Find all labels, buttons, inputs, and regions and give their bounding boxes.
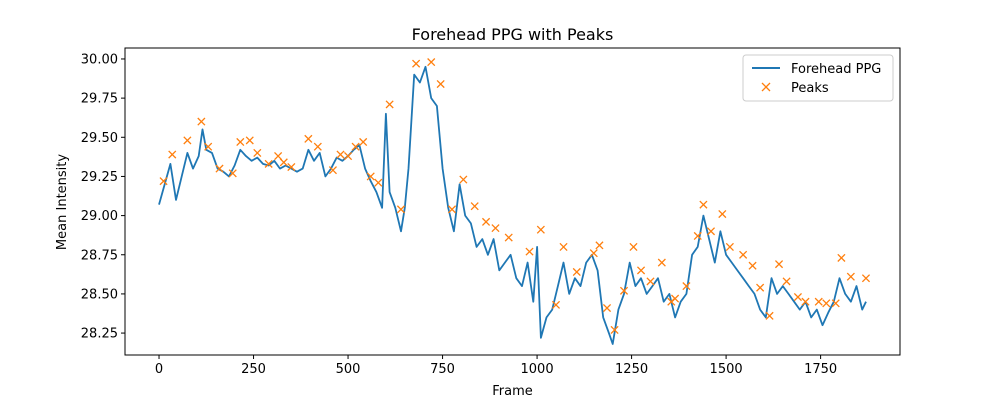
peak-marker [693,231,702,241]
plot-area [158,58,871,345]
series-line-forehead-ppg [158,65,867,345]
peak-marker [551,300,561,309]
peak-marker [264,159,273,168]
peak-marker [504,233,513,242]
y-tick-label: 28.75 [81,248,118,263]
y-tick-label: 29.75 [81,92,118,107]
x-tick-label: 0 [155,362,163,377]
x-tick-label: 1500 [710,362,743,377]
peak-marker [559,242,568,251]
peak-marker [436,79,445,89]
x-tick-label: 1000 [521,362,554,377]
peak-marker [706,227,716,236]
peak-marker [183,136,192,145]
peak-marker [748,261,757,270]
x-tick-label: 1750 [804,362,837,377]
peak-marker [831,299,840,308]
peak-marker [359,137,368,147]
peak-marker [236,137,245,147]
x-tick-label: 1250 [615,362,648,377]
peak-marker [336,150,345,159]
chart-title: Forehead PPG with Peaks [412,25,614,44]
peak-marker [861,274,871,283]
peak-marker [253,148,262,158]
peak-marker [159,177,168,186]
peak-marker [682,282,691,291]
peak-marker [459,175,468,184]
peak-marker [646,277,655,286]
x-axis-label: Frame [492,384,533,399]
peak-marker [536,225,545,234]
peak-marker [412,59,421,68]
legend: Forehead PPG Peaks [742,54,894,102]
peak-marker [636,266,646,275]
peak-marker [168,150,177,159]
legend-label-ppg: Forehead PPG [791,62,881,77]
peak-marker [328,166,337,175]
peak-marker [718,209,727,219]
y-axis-label: Mean Intensity [55,154,70,250]
plot-frame [124,47,901,356]
peak-marker [279,158,288,167]
peak-marker [846,272,855,281]
peak-marker [374,178,383,187]
peak-marker [385,100,394,109]
peak-marker [814,297,823,306]
peak-marker [197,117,206,126]
x-tick-label: 500 [336,362,361,377]
peak-marker [215,164,224,173]
y-tick-label: 28.50 [81,287,118,302]
peak-marker [610,325,619,334]
peak-marker [525,247,534,256]
peak-marker [765,311,774,320]
x-tick-label: 750 [430,362,455,377]
peak-marker [204,142,213,151]
y-tick-label: 29.25 [81,170,118,185]
peak-marker [228,169,237,178]
peak-marker [671,294,680,303]
y-axis: 28.25 28.50 28.75 29.00 29.25 29.50 29.75 30.00 [81,52,125,342]
peak-marker [366,172,375,181]
peak-marker [774,260,784,269]
legend-label-peaks: Peaks [791,81,829,96]
peak-marker [589,249,598,258]
peak-marker [481,217,491,226]
peak-marker [447,205,457,214]
peak-marker [396,205,406,214]
peak-marker [287,162,296,172]
legend-marker-swatch [761,82,771,92]
peak-marker [629,242,638,251]
peak-marker [595,241,604,250]
peak-marker [491,224,500,233]
peak-marker [470,202,479,211]
y-tick-label: 30.00 [81,52,118,67]
peak-marker [572,267,581,277]
y-tick-label: 29.00 [81,209,118,224]
peak-marker [304,134,313,143]
y-tick-label: 29.50 [81,131,118,146]
peak-marker [245,136,254,145]
peak-marker [602,303,612,313]
peak-marker [782,277,791,286]
peak-marker [725,242,734,251]
peak-marker [657,258,666,267]
peak-marker [351,142,360,151]
peak-marker [793,292,802,302]
peak-marker [427,58,436,67]
peak-marker [837,253,846,262]
peak-marker [699,200,708,209]
peak-marker [756,283,765,292]
peak-marker [739,250,748,259]
x-tick-label: 250 [241,362,266,377]
peak-marker [343,152,353,161]
peak-marker [313,142,322,151]
x-axis: 0 250 500 750 1000 1250 1500 1750 [155,355,837,377]
peak-marker [801,297,810,306]
peak-marker [822,299,831,308]
legend-box [742,54,894,102]
peak-marker [619,286,629,295]
y-tick-label: 28.25 [81,327,118,342]
